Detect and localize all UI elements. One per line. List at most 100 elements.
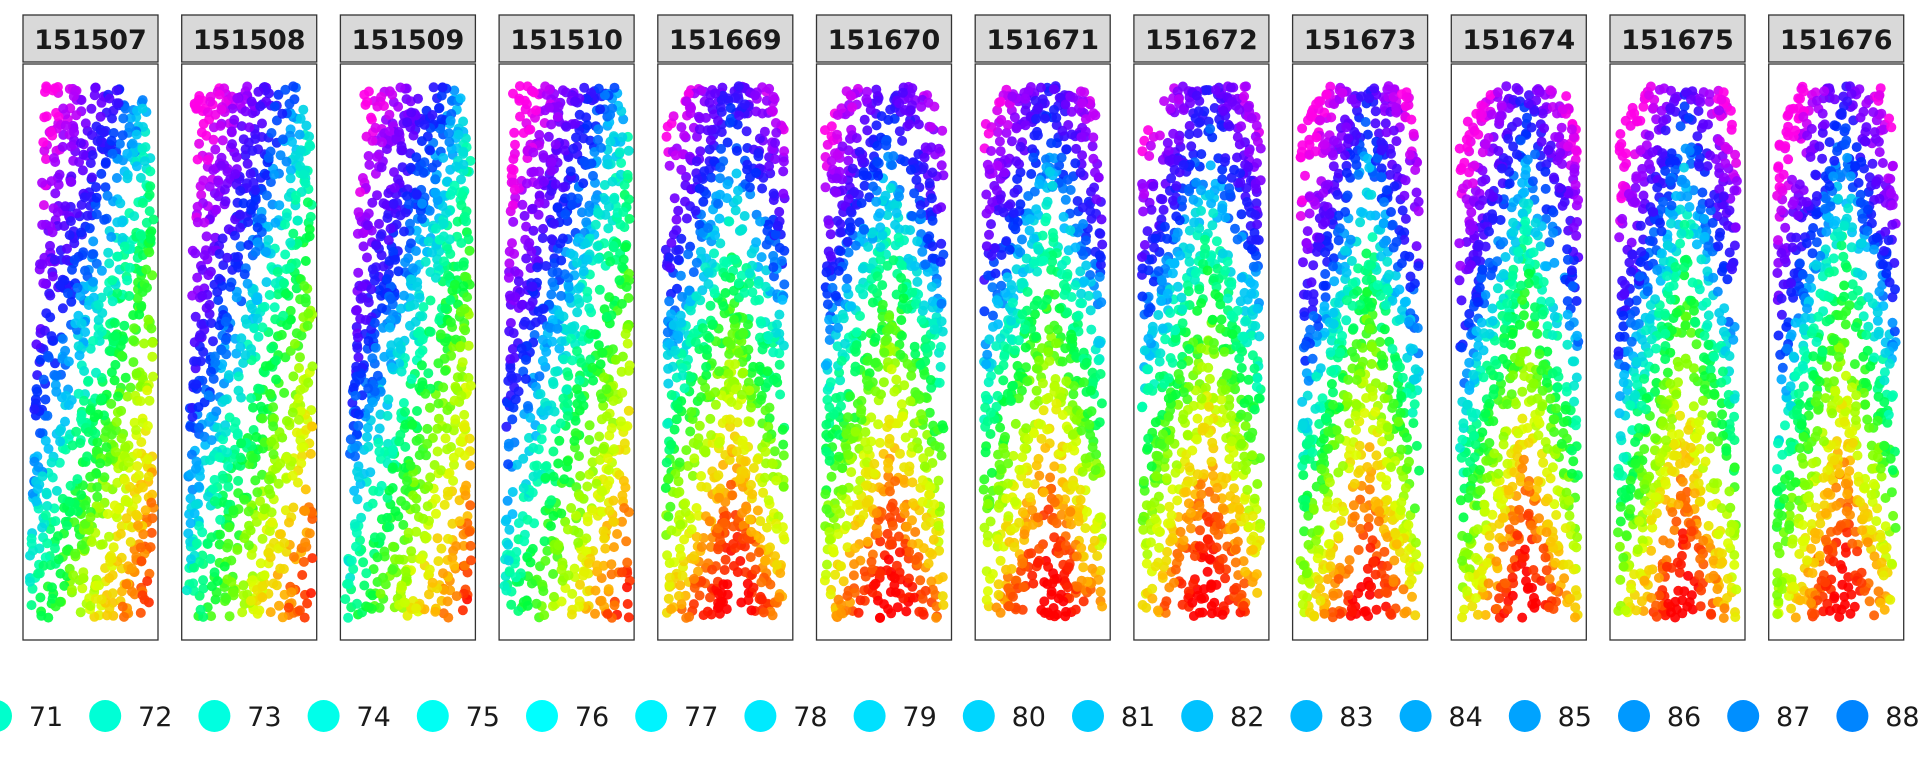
spot-point xyxy=(243,240,254,250)
spot-point xyxy=(521,178,532,189)
spot-point xyxy=(410,316,421,327)
spot-point xyxy=(411,189,422,200)
spot-point xyxy=(60,345,71,356)
spot-point xyxy=(562,456,573,467)
spot-point xyxy=(104,93,115,104)
spot-point xyxy=(522,401,533,411)
spot-point xyxy=(131,494,142,504)
spot-point xyxy=(775,389,786,400)
spot-point xyxy=(95,458,106,469)
spot-point xyxy=(696,542,707,552)
spot-point xyxy=(225,281,236,292)
spot-point xyxy=(371,240,382,251)
facet-panel: 151509 xyxy=(339,14,477,641)
spot-point xyxy=(112,512,122,523)
spot-point xyxy=(367,197,378,208)
spot-point xyxy=(215,514,226,525)
spot-point xyxy=(117,586,127,597)
spot-point xyxy=(737,508,748,518)
spot-point xyxy=(457,605,468,616)
spot-point xyxy=(198,175,209,186)
spot-point xyxy=(295,384,306,395)
spot-point xyxy=(732,194,743,205)
spot-point xyxy=(884,433,895,444)
spot-point xyxy=(288,502,299,513)
spot-point xyxy=(522,600,533,611)
spot-point xyxy=(547,277,558,288)
spot-point xyxy=(298,556,309,567)
spot-point xyxy=(855,311,865,321)
spot-point xyxy=(693,111,704,122)
spot-point xyxy=(686,407,697,417)
spot-point xyxy=(737,368,748,379)
spot-point xyxy=(135,607,146,618)
spot-point xyxy=(746,605,757,616)
spot-point xyxy=(516,343,527,354)
spot-point xyxy=(567,588,578,599)
spot-point xyxy=(264,474,274,485)
spot-point xyxy=(597,347,608,358)
spot-point xyxy=(685,426,696,437)
spot-point xyxy=(600,543,611,554)
spot-point xyxy=(93,322,104,333)
spot-point xyxy=(279,278,290,289)
spot-point xyxy=(352,494,363,505)
spot-point xyxy=(107,588,118,599)
spot-point xyxy=(762,366,773,377)
spot-point xyxy=(73,388,84,399)
spot-point xyxy=(425,295,436,306)
spot-point xyxy=(302,598,313,609)
spot-point xyxy=(453,129,464,140)
spot-point xyxy=(442,486,453,497)
spot-point xyxy=(255,558,266,569)
spot-point xyxy=(555,238,566,249)
spot-point xyxy=(51,386,62,397)
spot-point xyxy=(548,446,559,457)
spot-point xyxy=(204,455,215,466)
spot-point xyxy=(579,156,590,167)
spot-point xyxy=(88,276,99,287)
spot-point xyxy=(86,103,97,114)
spot-point xyxy=(147,513,158,524)
spot-point xyxy=(546,495,557,506)
spot-point xyxy=(440,433,451,444)
spot-point xyxy=(307,421,318,432)
spot-point xyxy=(63,356,74,367)
facet-strip xyxy=(339,14,477,63)
spot-point xyxy=(60,120,71,131)
spot-point xyxy=(465,460,476,471)
spot-point xyxy=(197,527,208,538)
spot-point xyxy=(232,544,243,555)
spot-point xyxy=(110,331,121,341)
spot-point xyxy=(55,596,66,607)
spot-point xyxy=(937,125,948,136)
spot-point xyxy=(528,442,539,453)
spot-point xyxy=(430,494,441,504)
spot-point xyxy=(69,238,80,249)
spot-point xyxy=(768,250,779,261)
spot-point xyxy=(501,421,512,432)
spot-point xyxy=(573,537,584,548)
spot-point xyxy=(58,103,69,114)
spot-point xyxy=(396,366,407,377)
spot-point xyxy=(779,279,790,290)
spot-point xyxy=(714,436,725,447)
spot-point xyxy=(507,344,518,354)
spot-point xyxy=(503,555,514,566)
spot-point xyxy=(738,328,749,339)
spot-point xyxy=(675,270,686,281)
spot-point xyxy=(741,126,752,137)
spot-point xyxy=(733,185,743,196)
spot-point xyxy=(618,475,629,486)
spot-point xyxy=(664,558,675,569)
spot-point xyxy=(141,264,152,275)
spot-point xyxy=(756,252,767,263)
spot-point xyxy=(357,281,368,292)
spot-point xyxy=(509,184,520,195)
spot-point xyxy=(372,101,383,112)
spot-point xyxy=(614,147,625,158)
spot-point xyxy=(739,99,750,110)
spot-point xyxy=(755,216,766,227)
spot-point xyxy=(245,595,256,606)
spot-point xyxy=(603,465,614,475)
